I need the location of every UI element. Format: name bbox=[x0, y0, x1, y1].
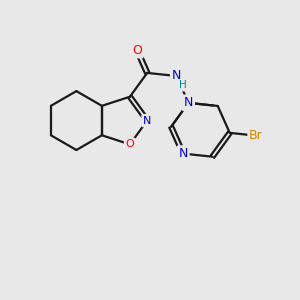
Text: O: O bbox=[125, 140, 134, 149]
Text: N: N bbox=[178, 147, 188, 160]
Text: N: N bbox=[143, 116, 152, 126]
Text: N: N bbox=[184, 96, 193, 110]
Text: Br: Br bbox=[249, 129, 263, 142]
Text: H: H bbox=[179, 80, 187, 90]
Text: O: O bbox=[132, 44, 142, 56]
Text: N: N bbox=[172, 70, 181, 83]
